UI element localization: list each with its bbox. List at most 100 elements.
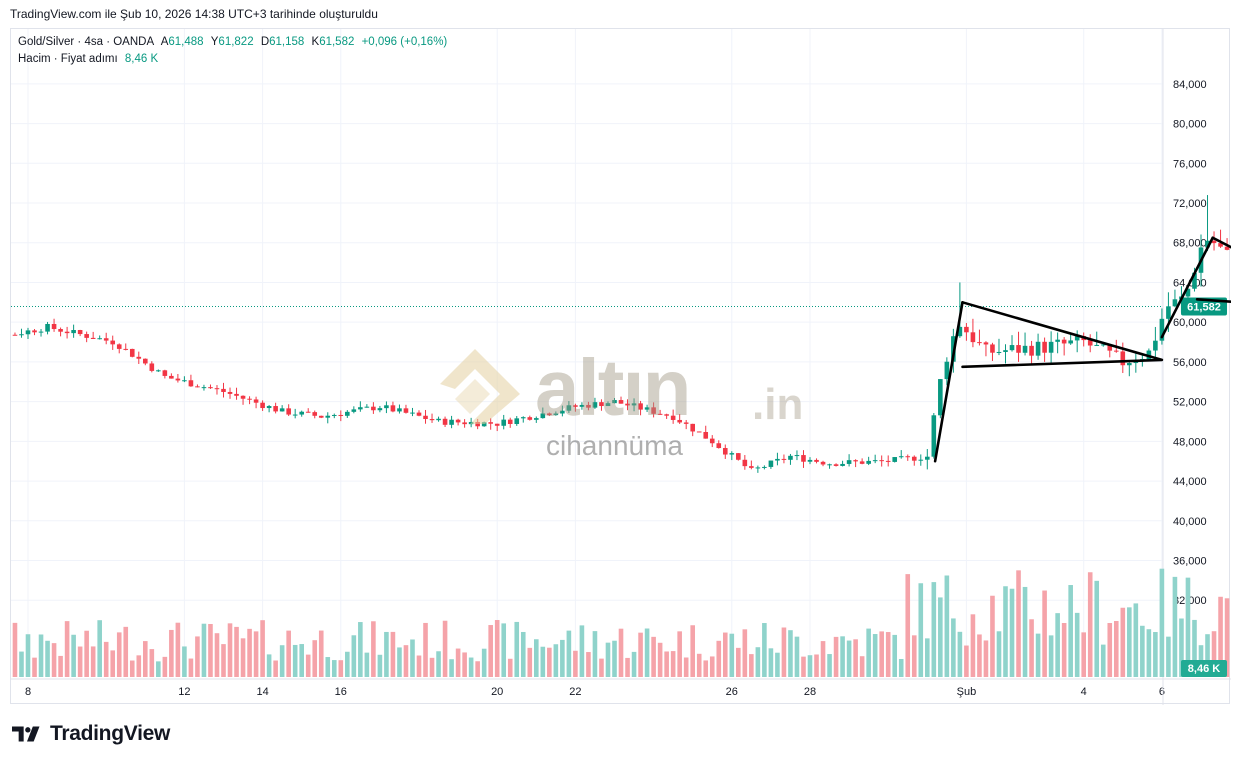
candle-body[interactable] (312, 412, 318, 416)
candle-body[interactable] (820, 461, 826, 465)
candle-body[interactable] (1022, 345, 1028, 353)
candle-body[interactable] (90, 337, 96, 339)
candle-body[interactable] (866, 460, 871, 464)
candle-body[interactable] (514, 418, 520, 424)
candle-body[interactable] (977, 342, 982, 344)
candle-body[interactable] (429, 419, 435, 421)
candle-body[interactable] (1094, 344, 1100, 346)
candle-body[interactable] (279, 408, 285, 412)
candle-body[interactable] (25, 330, 31, 335)
candle-body[interactable] (253, 399, 259, 403)
candle-body[interactable] (1048, 341, 1054, 353)
candle-body[interactable] (462, 422, 467, 425)
candle-body[interactable] (579, 404, 585, 407)
candle-body[interactable] (794, 455, 800, 457)
tradingview-footer[interactable]: TradingView (12, 722, 170, 746)
candle-body[interactable] (110, 340, 116, 345)
candle-body[interactable] (631, 403, 637, 406)
candle-body[interactable] (729, 453, 735, 455)
candle-body[interactable] (755, 467, 761, 469)
candle-body[interactable] (1068, 340, 1073, 344)
candle-body[interactable] (1100, 344, 1106, 346)
candle-body[interactable] (879, 460, 884, 462)
candle-body[interactable] (696, 431, 702, 433)
candle-body[interactable] (925, 456, 930, 460)
candle-body[interactable] (481, 422, 487, 427)
candle-body[interactable] (892, 457, 898, 462)
candle-body[interactable] (397, 408, 402, 412)
candle-body[interactable] (442, 418, 448, 425)
candle-body[interactable] (227, 391, 233, 394)
candle-body[interactable] (240, 395, 246, 399)
candle-body[interactable] (468, 421, 474, 425)
candle-body[interactable] (990, 344, 995, 353)
candle-body[interactable] (1185, 288, 1191, 297)
pennant-1-drawing[interactable] (961, 301, 1164, 369)
candle-body[interactable] (1153, 340, 1158, 351)
candle-body[interactable] (1159, 318, 1165, 341)
candle-body[interactable] (605, 403, 611, 407)
candle-body[interactable] (403, 408, 409, 413)
candle-body[interactable] (1218, 243, 1223, 247)
candle-body[interactable] (911, 456, 917, 461)
candle-body[interactable] (201, 387, 207, 389)
candle-body[interactable] (103, 338, 109, 341)
candle-body[interactable] (156, 370, 161, 372)
candle-body[interactable] (736, 453, 741, 460)
candle-body[interactable] (644, 407, 650, 410)
candle-body[interactable] (416, 412, 422, 416)
candle-body[interactable] (722, 448, 728, 455)
candle-body[interactable] (97, 338, 102, 340)
candle-body[interactable] (664, 414, 669, 416)
candle-body[interactable] (1166, 306, 1171, 319)
candle-body[interactable] (84, 334, 89, 338)
candle-body[interactable] (410, 412, 415, 414)
candle-body[interactable] (266, 406, 272, 409)
candle-body[interactable] (436, 418, 441, 421)
candle-body[interactable] (938, 379, 943, 416)
candle-body[interactable] (859, 461, 865, 464)
candle-body[interactable] (905, 456, 911, 458)
candle-body[interactable] (716, 443, 722, 449)
candle-body[interactable] (540, 413, 546, 419)
candle-body[interactable] (898, 456, 904, 458)
flag-pole-1-drawing[interactable] (933, 301, 964, 463)
candle-body[interactable] (1061, 339, 1067, 344)
symbol-label[interactable]: Gold/Silver · 4sa · OANDA (18, 36, 154, 48)
candle-body[interactable] (853, 460, 858, 462)
candle-body[interactable] (788, 455, 793, 460)
candle-body[interactable] (527, 417, 533, 420)
candle-body[interactable] (286, 408, 291, 415)
candle-body[interactable] (547, 413, 552, 416)
candle-body[interactable] (77, 330, 83, 335)
candle-body[interactable] (371, 406, 376, 411)
candle-body[interactable] (807, 459, 813, 462)
candle-body[interactable] (169, 375, 174, 379)
flag-pole-2-drawing[interactable] (1160, 236, 1215, 339)
candle-body[interactable] (801, 455, 806, 462)
candle-body[interactable] (214, 388, 220, 390)
candle-body[interactable] (338, 414, 344, 416)
candle-body[interactable] (1107, 344, 1113, 351)
candle-body[interactable] (1205, 240, 1210, 248)
candle-body[interactable] (345, 411, 350, 416)
candle-body[interactable] (670, 415, 676, 420)
candle-body[interactable] (234, 393, 239, 396)
candle-body[interactable] (129, 348, 135, 357)
candle-body[interactable] (507, 419, 513, 424)
candle-body[interactable] (58, 329, 63, 332)
candle-body[interactable] (38, 331, 44, 333)
candle-body[interactable] (247, 398, 252, 400)
candle-body[interactable] (1029, 345, 1034, 356)
candle-body[interactable] (1224, 246, 1230, 250)
candle-body[interactable] (449, 419, 454, 425)
candle-body[interactable] (742, 459, 748, 467)
candle-body[interactable] (299, 411, 304, 415)
candle-body[interactable] (840, 463, 845, 466)
candle-body[interactable] (488, 422, 493, 424)
candle-body[interactable] (292, 414, 298, 416)
candle-body[interactable] (1127, 363, 1132, 366)
candle-body[interactable] (931, 415, 937, 457)
candle-body[interactable] (64, 331, 70, 334)
candle-body[interactable] (1016, 345, 1021, 353)
